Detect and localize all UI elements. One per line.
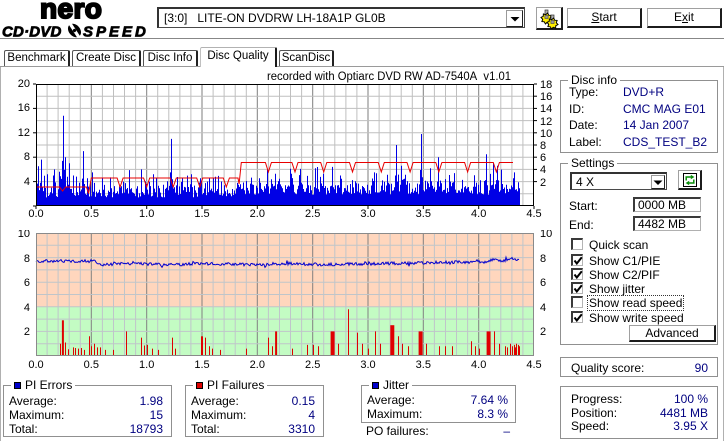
svg-text:2: 2 — [540, 326, 546, 338]
svg-text:0.0: 0.0 — [28, 359, 43, 371]
svg-text:4.0: 4.0 — [471, 359, 486, 371]
svg-text:6: 6 — [540, 152, 546, 164]
svg-text:4.0: 4.0 — [471, 208, 486, 220]
svg-text:0.5: 0.5 — [84, 359, 99, 371]
svg-text:4: 4 — [540, 164, 546, 176]
svg-text:3.0: 3.0 — [360, 359, 375, 371]
svg-text:1.5: 1.5 — [194, 208, 209, 220]
svg-text:8: 8 — [24, 151, 30, 163]
svg-text:SPEED: SPEED — [83, 24, 149, 41]
svg-text:CD·DVD: CD·DVD — [2, 24, 62, 41]
svg-text:2.5: 2.5 — [305, 359, 320, 371]
svg-text:6: 6 — [540, 277, 546, 289]
svg-text:4.5: 4.5 — [526, 359, 541, 371]
svg-text:1.0: 1.0 — [139, 359, 154, 371]
svg-text:2.5: 2.5 — [305, 208, 320, 220]
svg-text:2: 2 — [24, 326, 30, 338]
svg-text:10: 10 — [18, 230, 30, 240]
svg-text:16: 16 — [540, 91, 552, 103]
svg-text:4: 4 — [24, 302, 30, 314]
svg-text:1.5: 1.5 — [194, 359, 209, 371]
svg-text:8: 8 — [540, 140, 546, 152]
svg-text:4.5: 4.5 — [526, 208, 541, 220]
svg-text:recorded with Optiarc DVD RW A: recorded with Optiarc DVD RW AD-7540A v1… — [267, 71, 511, 83]
svg-text:3.0: 3.0 — [360, 208, 375, 220]
svg-text:6: 6 — [24, 277, 30, 289]
svg-text:8: 8 — [24, 253, 30, 265]
svg-text:3.5: 3.5 — [416, 359, 431, 371]
svg-text:1.0: 1.0 — [139, 208, 154, 220]
svg-text:3.5: 3.5 — [416, 208, 431, 220]
svg-text:0.0: 0.0 — [28, 208, 43, 220]
svg-text:16: 16 — [18, 102, 30, 114]
svg-text:nero: nero — [40, 0, 102, 24]
svg-text:10: 10 — [540, 230, 552, 240]
svg-text:12: 12 — [18, 127, 30, 139]
svg-text:18: 18 — [540, 79, 552, 91]
svg-text:10: 10 — [540, 128, 552, 140]
svg-text:12: 12 — [540, 116, 552, 128]
svg-text:2.0: 2.0 — [250, 359, 265, 371]
svg-text:4: 4 — [24, 176, 30, 188]
svg-text:2: 2 — [540, 177, 546, 189]
svg-text:2.0: 2.0 — [250, 208, 265, 220]
svg-text:20: 20 — [18, 78, 30, 90]
svg-text:8: 8 — [540, 253, 546, 265]
svg-text:14: 14 — [540, 103, 552, 115]
svg-text:0.5: 0.5 — [84, 208, 99, 220]
svg-text:4: 4 — [540, 302, 546, 314]
